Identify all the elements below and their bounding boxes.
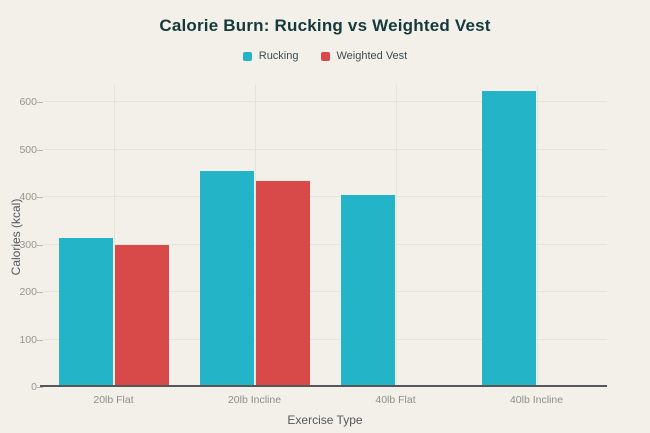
gridline-x-2 [395, 85, 397, 387]
gridline-x-1 [254, 85, 256, 387]
gridline-y-600 [43, 101, 607, 103]
chart-title: Calorie Burn: Rucking vs Weighted Vest [159, 16, 491, 35]
legend-item-weighted-vest[interactable]: Weighted Vest [320, 50, 408, 62]
gridline-y-200 [43, 291, 607, 293]
bar-weighted-vest-20lb-incline[interactable] [255, 180, 310, 385]
bar-rucking-40lb-incline[interactable] [481, 90, 536, 385]
gridline-x-3 [536, 85, 538, 387]
x-tick-label-2: 40lb Flat [375, 394, 416, 406]
bar-rucking-20lb-flat[interactable] [58, 237, 113, 385]
y-tick-mark-300 [37, 244, 43, 246]
y-tick-label-100: 100 [19, 333, 37, 346]
x-axis-title: Exercise Type [287, 413, 363, 427]
gridline-y-100 [43, 338, 607, 340]
rucking-legend-label: Rucking [258, 50, 299, 62]
y-tick-mark-600 [37, 102, 43, 104]
y-tick-label-300: 300 [19, 238, 37, 251]
x-tick-label-1: 20lb Incline [227, 394, 282, 406]
weighted-vest-legend-label: Weighted Vest [336, 50, 408, 62]
legend-item-rucking[interactable]: Rucking [242, 50, 299, 62]
y-tick-label-500: 500 [19, 143, 37, 156]
gridline-y-400 [43, 196, 607, 198]
bar-rucking-40lb-flat[interactable] [340, 195, 395, 385]
y-tick-mark-500 [37, 149, 43, 151]
plot-area [40, 85, 607, 387]
bar-rucking-20lb-incline[interactable] [199, 171, 254, 385]
y-tick-label-400: 400 [19, 191, 37, 204]
y-tick-label-200: 200 [19, 286, 37, 299]
y-tick-mark-100 [37, 339, 43, 341]
y-tick-mark-0 [37, 387, 43, 388]
x-axis-line [40, 385, 607, 387]
legend: Rucking Weighted Vest [0, 50, 650, 62]
y-tick-label-600: 600 [19, 96, 37, 109]
y-tick-mark-400 [37, 197, 43, 199]
weighted-vest-legend-swatch [320, 51, 330, 61]
gridline-x-0 [113, 85, 115, 387]
bar-weighted-vest-20lb-flat[interactable] [114, 244, 169, 385]
x-tick-label-3: 40lb Incline [509, 394, 564, 406]
rucking-legend-swatch [242, 51, 252, 61]
y-tick-mark-200 [37, 292, 43, 294]
x-tick-label-0: 20lb Flat [93, 394, 134, 406]
y-tick-label-0: 0 [31, 381, 37, 393]
gridline-y-500 [43, 148, 607, 150]
gridline-y-300 [43, 243, 607, 245]
